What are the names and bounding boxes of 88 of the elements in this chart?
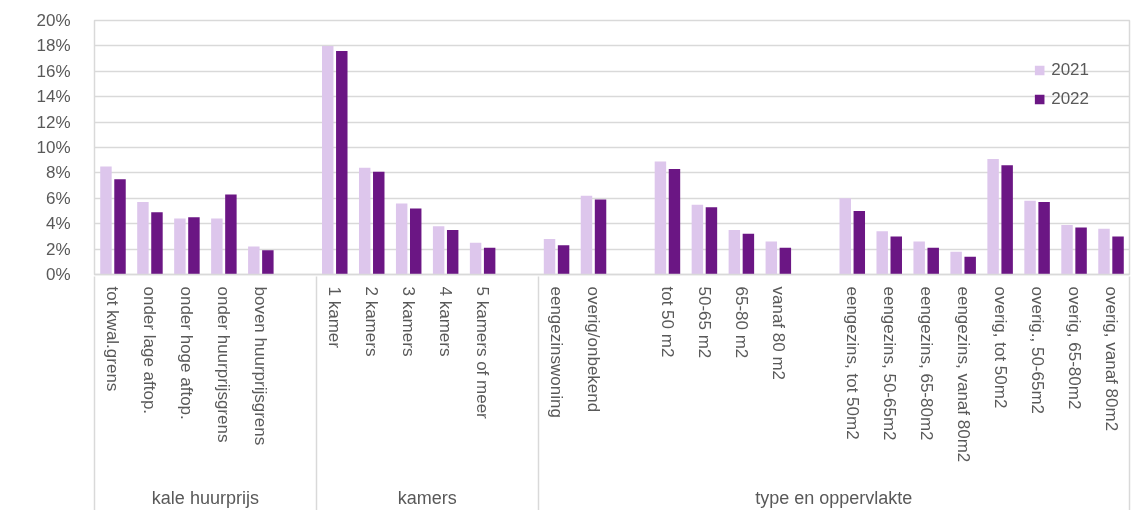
bar [964,256,976,275]
x-tick-label: eengezins, 65-80m2 [916,286,936,441]
text: type en oppervlakte [755,487,913,508]
bar [668,169,681,275]
bar [432,226,445,275]
x-tick-label: 1 kamer [325,286,345,349]
bar [373,171,385,275]
x-tick-label: overig/onbekend [584,286,604,413]
x-tick-label: tot 50 m2 [657,286,677,358]
bar [728,230,741,275]
y-tick-label: 2% [45,239,71,259]
x-tick-label: eengezins, vanaf 80m2 [953,286,973,463]
bar [839,198,851,275]
x-tick-label: overig, 65-80m2 [1064,286,1084,410]
bar [322,45,334,275]
y-tick-label: 0% [45,265,71,284]
y-tick-label: 18% [36,36,71,56]
y-tick-label: 8% [45,163,71,183]
x-tick-label: onder lage aftop. [140,286,160,415]
x-tick-label: overig., 50-65m2 [1027,286,1047,415]
bar [1075,227,1087,275]
bar [950,251,962,275]
bar [395,203,408,275]
x-tick-label: 5 kamers of meer [473,286,493,420]
bar [262,250,274,275]
bar [580,195,593,275]
text: kale huurprijs [151,487,259,508]
x-tick-label: 4 kamers [436,286,456,357]
y-tick-label: 16% [36,61,71,81]
x-tick-label: 65-80 m2 [731,286,751,359]
bar [469,242,482,275]
bar [779,247,792,275]
bar [1098,228,1110,275]
bar [248,246,260,275]
bar [594,199,607,275]
bar [765,241,778,275]
bar [114,179,126,275]
bar [1038,202,1050,275]
bar [1001,165,1013,275]
y-tick-label: 20% [36,11,71,30]
bar [913,241,925,275]
bar [742,233,755,275]
bar [927,247,939,275]
bar [137,202,149,275]
legend-label: 2022 [1051,89,1089,109]
x-tick-label: overig, tot 50m2 [990,286,1010,409]
bar [557,245,570,275]
y-tick-label: 6% [45,188,71,208]
legend-label: 2021 [1051,60,1089,80]
bar [543,238,556,275]
bar [151,212,163,275]
bar [1061,224,1073,275]
bar [876,231,888,275]
x-tick-label: 2 kamers [362,286,382,357]
bar [100,166,112,275]
bar [654,161,667,275]
bar [1112,236,1124,275]
bar [705,207,718,275]
x-tick-label: onder huurprijsgrens [214,286,234,443]
bar [358,167,371,275]
bar [1024,200,1036,275]
y-tick-label: 10% [36,138,71,157]
bar [211,218,223,275]
x-tick-label: tot kwal.grens [103,286,123,392]
bar [174,218,186,275]
bar [853,211,866,275]
x-tick-label: eengezins, tot 50m2 [842,286,862,440]
x-tick-label: 3 kamers [399,286,419,357]
bar [987,158,999,275]
bar [225,194,237,275]
y-tick-label: 14% [36,87,71,107]
bar [409,208,422,275]
text: kamers [397,487,457,508]
x-tick-label: boven huurprijsgrens [251,286,271,446]
x-tick-label: overig, vanaf 80m2 [1101,286,1121,432]
x-tick-label: eengezinswoning [547,286,567,418]
bar [336,50,348,275]
x-tick-label: vanaf 80 m2 [768,286,788,381]
bar [691,204,704,275]
bar [188,217,200,275]
bar [446,230,459,275]
x-tick-label: 50-65 m2 [694,286,714,359]
x-tick-label: eengezins, 50-65m2 [879,286,899,441]
bar [483,247,496,275]
y-tick-label: 4% [45,214,71,234]
y-tick-label: 12% [36,112,71,132]
x-tick-label: onder hoge aftop. [177,286,197,420]
bar [890,236,902,275]
